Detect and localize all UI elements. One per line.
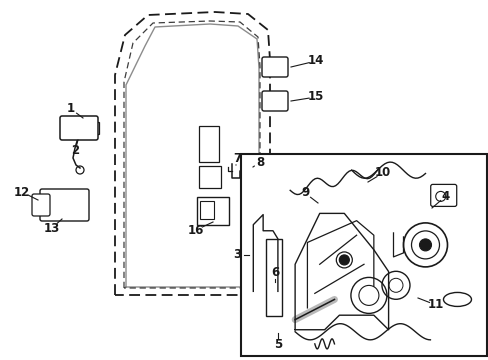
Bar bbox=[200, 201, 214, 219]
Text: 12: 12 bbox=[14, 185, 30, 198]
Ellipse shape bbox=[443, 292, 470, 306]
Circle shape bbox=[419, 239, 430, 251]
FancyBboxPatch shape bbox=[430, 184, 456, 206]
Bar bbox=[93, 122, 99, 134]
FancyBboxPatch shape bbox=[40, 189, 89, 221]
Text: 10: 10 bbox=[374, 166, 390, 180]
Bar bbox=[197, 197, 228, 225]
Text: 7: 7 bbox=[232, 152, 241, 165]
Text: 4: 4 bbox=[441, 189, 449, 202]
FancyBboxPatch shape bbox=[262, 91, 287, 111]
Text: 14: 14 bbox=[307, 54, 324, 68]
Text: 16: 16 bbox=[187, 224, 204, 237]
Text: 2: 2 bbox=[71, 144, 79, 158]
Text: 5: 5 bbox=[273, 338, 282, 351]
Text: 15: 15 bbox=[307, 90, 324, 104]
Bar bbox=[265, 239, 281, 316]
Text: 8: 8 bbox=[255, 156, 264, 168]
Text: 9: 9 bbox=[300, 186, 308, 199]
Text: 3: 3 bbox=[232, 248, 241, 261]
Bar bbox=[199, 166, 221, 188]
Bar bbox=[199, 126, 219, 162]
FancyBboxPatch shape bbox=[262, 57, 287, 77]
Text: 6: 6 bbox=[270, 266, 279, 279]
Bar bbox=[241, 154, 486, 356]
Text: 1: 1 bbox=[67, 103, 75, 116]
Circle shape bbox=[339, 255, 348, 265]
FancyBboxPatch shape bbox=[32, 194, 50, 216]
Text: 11: 11 bbox=[427, 298, 443, 311]
Text: 13: 13 bbox=[44, 221, 60, 234]
FancyBboxPatch shape bbox=[60, 116, 98, 140]
